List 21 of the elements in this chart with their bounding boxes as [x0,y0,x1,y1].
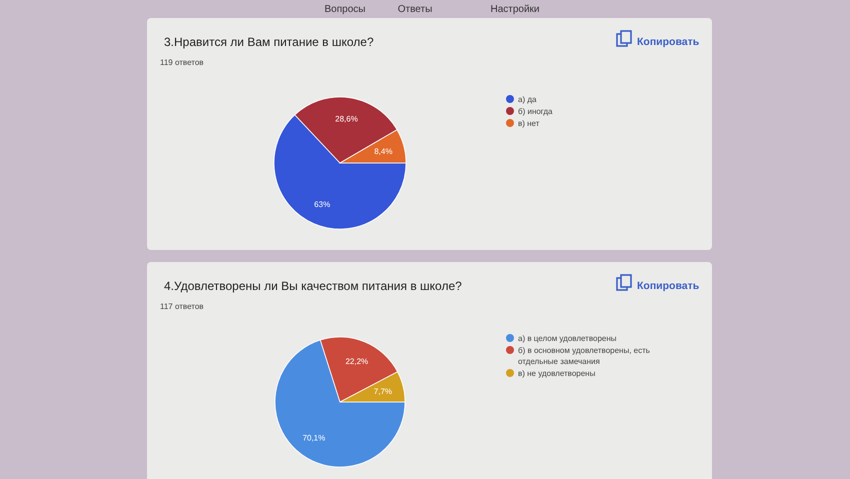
text: 117 ответов [160,302,204,311]
chart-title: 4.Удовлетворены ли Вы качеством питания в школе? [164,279,462,293]
text: Вопросы [324,4,366,15]
pie-slice [274,340,406,468]
text: Ответы [398,4,432,15]
data-label: 7,7% [374,387,392,396]
legend-label: б) иногда [518,107,554,116]
legend-label: в) не удовлетворены [518,369,596,378]
chart-title: 3.Нравится ли Вам питание в школе? [164,35,374,49]
text: Копировать [637,280,700,292]
data-label: 22,2% [345,356,368,366]
text: 119 ответов [160,58,204,67]
legend-label: в) нет [518,119,540,128]
data-label: 28,6% [335,114,358,124]
text: Настройки [490,4,540,15]
data-label: 8,4% [374,147,392,156]
data-label: 70,1% [302,433,326,442]
legend-label: а) да [518,95,538,104]
legend-label: а) в целом удовлетворены [518,334,617,343]
text: Копировать [637,36,700,48]
data-label: 63% [314,200,330,209]
